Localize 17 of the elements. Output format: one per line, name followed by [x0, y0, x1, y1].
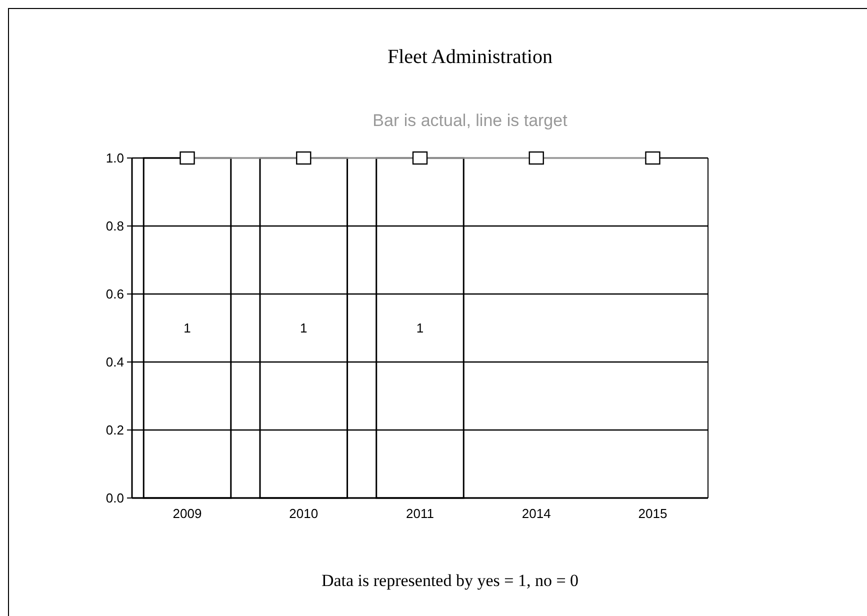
text: 0.4 [106, 354, 124, 370]
x-tick-label: 2010 [289, 506, 318, 521]
text: Data is represented by yes = 1, no = 0 [321, 571, 579, 590]
text: 1.0 [106, 150, 124, 166]
x-tick-label: 2011 [406, 506, 434, 521]
text: 0.0 [106, 490, 124, 506]
text: 0.2 [106, 422, 124, 438]
data-label: 1 [184, 320, 191, 336]
text: 0.8 [106, 218, 124, 234]
x-tick-label: 2014 [522, 506, 551, 521]
data-label: 1 [416, 320, 424, 336]
x-tick-label: 2015 [638, 506, 668, 521]
chart-subtitle: Bar is actual, line is target [372, 111, 568, 130]
chart-title: Fleet Administration [388, 46, 552, 68]
data-label: 1 [300, 320, 308, 336]
x-tick-label: 2009 [172, 506, 202, 521]
text: 0.6 [106, 286, 124, 302]
